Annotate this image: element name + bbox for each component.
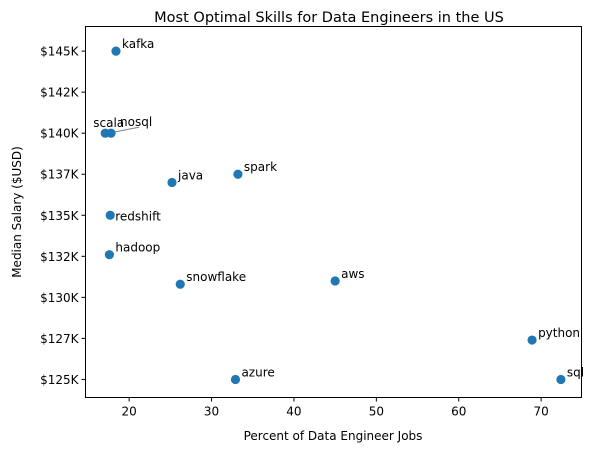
point-hadoop (104, 250, 114, 260)
point-kafka (111, 46, 121, 56)
y-tick-label: $142K (40, 86, 80, 100)
point-snowflake (175, 279, 185, 289)
x-tick-label: 50 (369, 405, 384, 419)
y-tick-label: $132K (40, 250, 80, 264)
point-label-redshift: redshift (115, 209, 161, 223)
point-nosql (106, 128, 116, 138)
point-label-spark: spark (244, 160, 277, 174)
y-tick-label: $130K (40, 291, 80, 305)
point-spark (233, 169, 243, 179)
point-label-kafka: kafka (122, 37, 154, 51)
x-tick-label: 40 (286, 405, 301, 419)
point-label-sql: sql (567, 365, 584, 379)
chart-title: Most Optimal Skills for Data Engineers i… (154, 10, 504, 26)
y-tick-label: $125K (40, 373, 80, 387)
plot-frame (85, 26, 582, 398)
x-axis-label: Percent of Data Engineer Jobs (244, 429, 423, 443)
point-aws (330, 276, 340, 286)
point-label-hadoop: hadoop (115, 241, 160, 255)
x-tick-label: 60 (451, 405, 466, 419)
point-sql (556, 374, 566, 385)
point-label-python: python (538, 326, 580, 340)
point-label-scala: scala (93, 116, 124, 130)
point-java (167, 177, 177, 188)
y-tick-label: $135K (40, 209, 80, 223)
x-tick-label: 30 (204, 405, 219, 419)
y-axis: $125K $127K $130K $132K $135K $137K $140K $142K… (40, 45, 86, 387)
data-points (100, 46, 566, 385)
point-python (527, 335, 537, 345)
y-tick-label: $137K (40, 168, 80, 182)
label-leader-line (112, 126, 140, 133)
y-tick-label: $140K (40, 127, 80, 141)
y-tick-label: $127K (40, 332, 80, 346)
y-tick-label: $145K (40, 45, 80, 59)
point-azure (230, 374, 241, 385)
point-label-azure: azure (241, 365, 274, 379)
point-label-aws: aws (341, 267, 364, 281)
point-label-java: java (177, 168, 203, 182)
point-label-nosql: nosql (120, 115, 152, 129)
point-redshift (105, 210, 115, 220)
x-axis: 20 30 40 50 60 70 (122, 397, 549, 419)
y-axis-label: Median Salary ($USD) (10, 146, 24, 278)
x-tick-label: 70 (533, 405, 548, 419)
x-tick-label: 20 (122, 405, 137, 419)
point-label-snowflake: snowflake (186, 270, 246, 284)
